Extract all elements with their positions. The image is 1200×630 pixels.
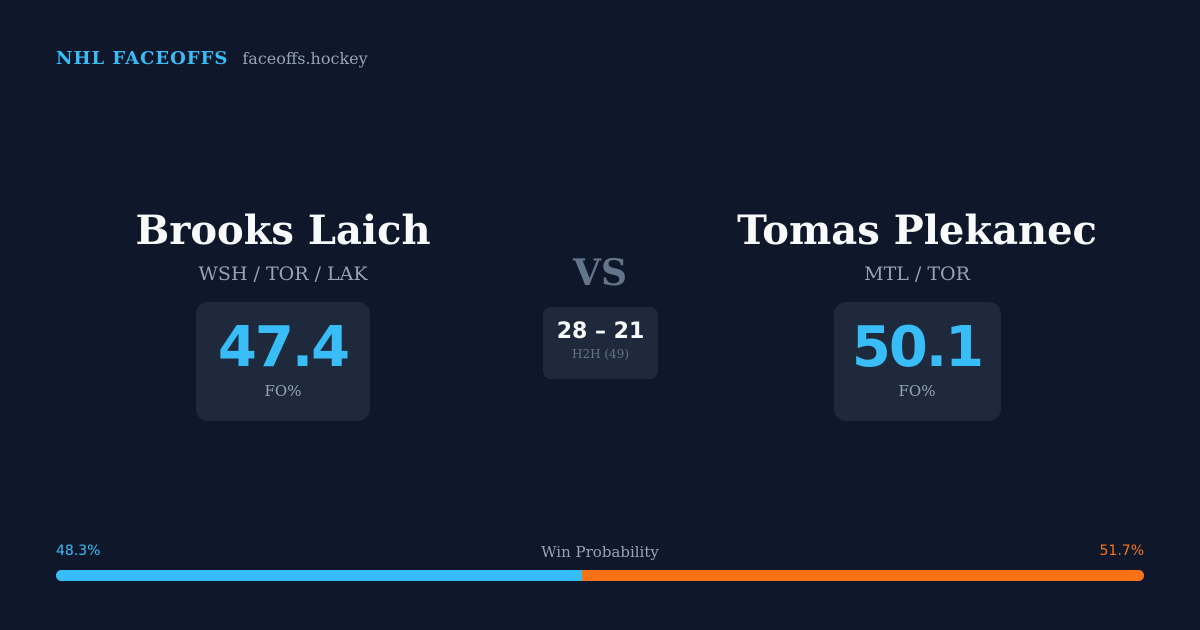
win-probability-right-value: 51.7% [1099, 543, 1144, 559]
head-to-head-score: 28 – 21 [556, 319, 645, 344]
win-probability-left-fill [56, 570, 582, 581]
win-probability-left-value: 48.3% [56, 543, 101, 559]
player-left-teams: WSH / TOR / LAK [198, 263, 368, 285]
win-probability-right-fill [581, 570, 1144, 581]
player-right-fo-label: FO% [898, 382, 936, 400]
vs-label: VS [573, 252, 627, 294]
player-left-fo-value: 47.4 [217, 315, 350, 380]
win-probability-label: Win Probability [541, 543, 659, 561]
player-right-fo-value: 50.1 [851, 315, 984, 380]
win-probability-bar [56, 570, 1144, 581]
brand-domain: faceoffs.hockey [242, 49, 368, 68]
brand-header: NHL FACEOFFS faceoffs.hockey [56, 48, 368, 69]
player-right-name: Tomas Plekanec [737, 207, 1097, 254]
head-to-head-card: 28 – 21 H2H (49) [543, 307, 658, 379]
player-right-fo-card: 50.1 FO% [833, 302, 1001, 421]
player-left-panel: Brooks Laich WSH / TOR / LAK 47.4 FO% [63, 205, 503, 421]
player-left-fo-label: FO% [264, 382, 302, 400]
brand-title: NHL FACEOFFS [56, 48, 229, 69]
win-probability-labels: 48.3% Win Probability 51.7% [56, 543, 1144, 563]
player-left-fo-card: 47.4 FO% [196, 302, 370, 421]
player-left-name: Brooks Laich [135, 207, 431, 254]
player-right-panel: Tomas Plekanec MTL / TOR 50.1 FO% [697, 205, 1137, 421]
head-to-head-label: H2H (49) [571, 347, 629, 361]
player-right-teams: MTL / TOR [864, 263, 970, 285]
